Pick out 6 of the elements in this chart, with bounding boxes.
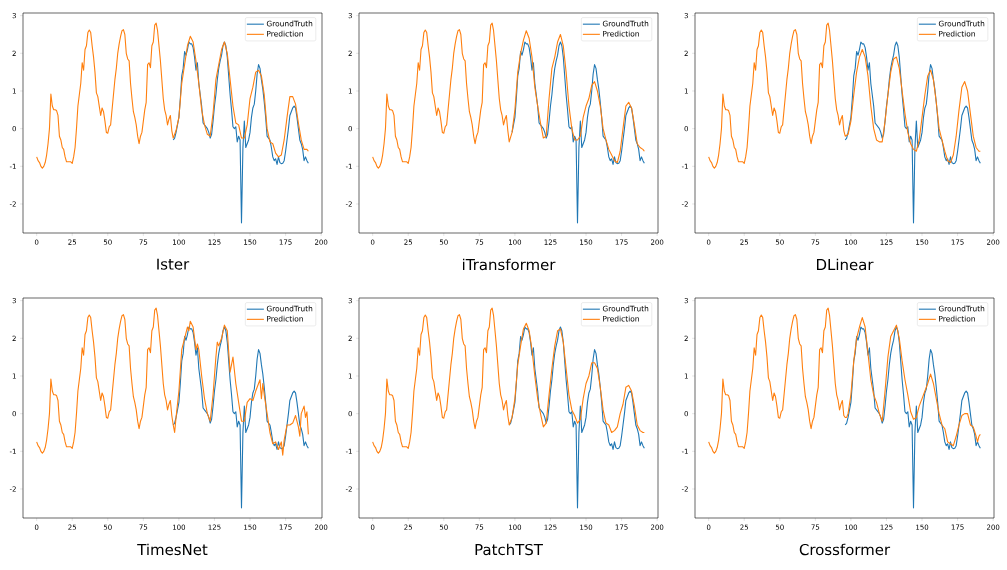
x-axis-title: PatchTST xyxy=(475,543,543,556)
x-axis-title: TimesNet xyxy=(137,543,208,556)
x-axis-title: Ister xyxy=(157,258,190,270)
x-axis-title: iTransformer xyxy=(463,258,556,271)
x-axis-title: Crossformer xyxy=(799,543,891,556)
x-axis-title: DLinear xyxy=(817,258,874,271)
